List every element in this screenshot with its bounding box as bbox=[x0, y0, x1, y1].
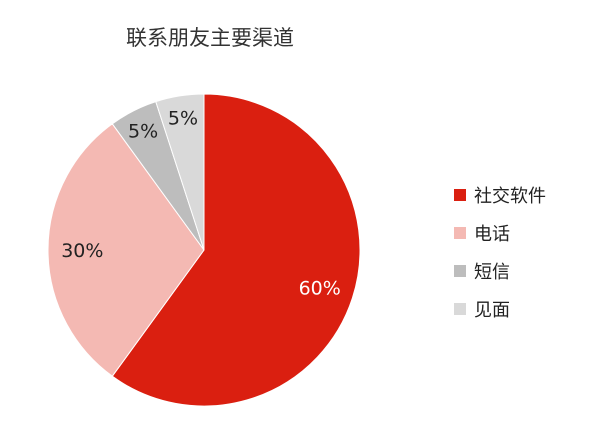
legend-label: 见面 bbox=[474, 300, 510, 321]
data-label-0: 60% bbox=[299, 278, 341, 300]
legend-item: 社交软件 bbox=[454, 176, 546, 214]
legend-item: 短信 bbox=[454, 252, 546, 290]
legend-label: 电话 bbox=[474, 224, 510, 245]
pie-slice-3 bbox=[155, 93, 205, 251]
legend-item: 电话 bbox=[454, 214, 546, 252]
data-label-2: 5% bbox=[128, 120, 158, 142]
legend-label: 短信 bbox=[474, 262, 510, 283]
chart-title: 联系朋友主要渠道 bbox=[126, 26, 294, 50]
legend-swatch bbox=[454, 303, 466, 315]
legend-swatch bbox=[454, 265, 466, 277]
pie-slice-1 bbox=[47, 123, 205, 377]
legend-swatch bbox=[454, 227, 466, 239]
data-label-3: 5% bbox=[168, 107, 198, 129]
legend: 社交软件 电话 短信 见面 bbox=[454, 176, 546, 328]
data-label-1: 30% bbox=[61, 240, 103, 262]
legend-label: 社交软件 bbox=[474, 186, 546, 207]
legend-swatch bbox=[454, 189, 466, 201]
legend-item: 见面 bbox=[454, 290, 546, 328]
pie-slice-0 bbox=[111, 93, 361, 407]
